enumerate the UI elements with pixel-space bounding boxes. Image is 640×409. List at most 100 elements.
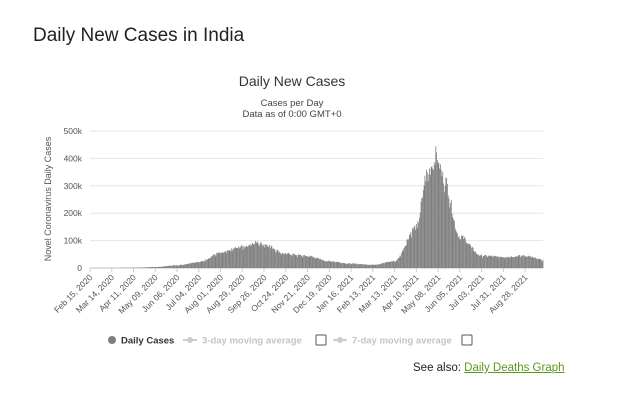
daily-cases-bar[interactable] xyxy=(503,257,504,268)
daily-cases-bar[interactable] xyxy=(273,248,274,268)
daily-cases-bar[interactable] xyxy=(282,253,283,268)
daily-cases-bar[interactable] xyxy=(324,262,325,268)
daily-cases-bar[interactable] xyxy=(254,244,255,268)
daily-cases-bar[interactable] xyxy=(330,262,331,268)
daily-cases-bar[interactable] xyxy=(146,267,147,268)
daily-cases-bar[interactable] xyxy=(497,257,498,268)
daily-cases-bar[interactable] xyxy=(184,264,185,268)
daily-cases-bar[interactable] xyxy=(159,267,160,268)
legend-item-3-day-average[interactable]: 3-day moving average xyxy=(202,336,302,347)
daily-cases-bar[interactable] xyxy=(326,261,327,268)
daily-cases-bar[interactable] xyxy=(323,261,324,268)
daily-cases-bar[interactable] xyxy=(540,259,541,268)
daily-cases-bar[interactable] xyxy=(286,254,287,268)
daily-cases-bar[interactable] xyxy=(223,253,224,268)
daily-cases-bar[interactable] xyxy=(431,167,432,268)
daily-cases-bar[interactable] xyxy=(174,265,175,268)
daily-cases-bar[interactable] xyxy=(482,258,483,268)
daily-cases-bar[interactable] xyxy=(363,264,364,268)
daily-cases-bar[interactable] xyxy=(237,248,238,268)
daily-cases-bar[interactable] xyxy=(529,257,530,268)
daily-cases-bar[interactable] xyxy=(355,264,356,268)
daily-cases-bar[interactable] xyxy=(459,236,460,268)
daily-cases-bar[interactable] xyxy=(375,265,376,268)
daily-cases-bar[interactable] xyxy=(474,252,475,268)
daily-cases-bar[interactable] xyxy=(377,265,378,268)
daily-cases-bar[interactable] xyxy=(490,255,491,268)
daily-cases-bar[interactable] xyxy=(320,259,321,268)
daily-cases-bar[interactable] xyxy=(484,256,485,268)
daily-cases-bar[interactable] xyxy=(211,257,212,268)
daily-cases-bar[interactable] xyxy=(487,257,488,268)
daily-cases-bar[interactable] xyxy=(227,250,228,268)
daily-cases-bar[interactable] xyxy=(414,227,415,268)
daily-cases-bar[interactable] xyxy=(325,261,326,268)
daily-cases-bar[interactable] xyxy=(536,258,537,268)
daily-cases-bar[interactable] xyxy=(187,264,188,268)
daily-cases-bar[interactable] xyxy=(512,257,513,268)
daily-cases-bar[interactable] xyxy=(310,256,311,268)
daily-cases-bar[interactable] xyxy=(196,262,197,268)
daily-cases-bar[interactable] xyxy=(174,265,175,268)
daily-cases-bar[interactable] xyxy=(226,253,227,268)
daily-cases-bar[interactable] xyxy=(301,256,302,268)
daily-cases-bar[interactable] xyxy=(156,267,157,268)
daily-cases-bar[interactable] xyxy=(321,260,322,268)
daily-cases-bar[interactable] xyxy=(519,255,520,268)
daily-cases-bar[interactable] xyxy=(451,200,452,268)
daily-cases-bar[interactable] xyxy=(369,265,370,268)
daily-cases-bar[interactable] xyxy=(392,261,393,268)
daily-cases-bar[interactable] xyxy=(530,256,531,268)
daily-cases-bar[interactable] xyxy=(361,264,362,268)
daily-cases-bar[interactable] xyxy=(473,251,474,268)
daily-cases-bar[interactable] xyxy=(456,230,457,268)
daily-cases-bar[interactable] xyxy=(526,257,527,268)
daily-cases-bar[interactable] xyxy=(304,255,305,268)
daily-cases-bar[interactable] xyxy=(505,257,506,268)
daily-cases-bar[interactable] xyxy=(339,262,340,268)
daily-cases-bar[interactable] xyxy=(397,259,398,268)
daily-cases-bar[interactable] xyxy=(267,245,268,268)
daily-cases-bar[interactable] xyxy=(393,261,394,268)
daily-cases-bar[interactable] xyxy=(283,253,284,268)
daily-cases-bar[interactable] xyxy=(399,258,400,268)
daily-cases-bar[interactable] xyxy=(322,260,323,268)
daily-cases-bar[interactable] xyxy=(483,256,484,268)
daily-cases-bar[interactable] xyxy=(161,267,162,268)
daily-cases-bar[interactable] xyxy=(207,260,208,268)
daily-cases-bar[interactable] xyxy=(222,253,223,268)
daily-cases-bar[interactable] xyxy=(258,244,259,268)
daily-cases-bar[interactable] xyxy=(393,261,394,268)
daily-cases-bar[interactable] xyxy=(298,254,299,268)
daily-cases-bar[interactable] xyxy=(320,259,321,268)
legend-item-7-day-average[interactable]: 7-day moving average xyxy=(352,336,452,347)
daily-cases-bar[interactable] xyxy=(239,248,240,268)
daily-cases-bar[interactable] xyxy=(299,255,300,268)
daily-cases-bar[interactable] xyxy=(536,259,537,268)
daily-deaths-graph-link[interactable]: Daily Deaths Graph xyxy=(464,362,564,374)
daily-cases-bar[interactable] xyxy=(362,264,363,268)
daily-cases-bar[interactable] xyxy=(269,245,270,268)
daily-cases-bar[interactable] xyxy=(214,255,215,268)
daily-cases-bar[interactable] xyxy=(230,251,231,268)
daily-cases-bar[interactable] xyxy=(445,186,446,268)
daily-cases-bar[interactable] xyxy=(449,199,450,268)
daily-cases-bar[interactable] xyxy=(189,263,190,268)
daily-cases-bar[interactable] xyxy=(252,243,253,268)
daily-cases-bar[interactable] xyxy=(302,255,303,268)
daily-cases-bar[interactable] xyxy=(542,261,543,268)
daily-cases-bar[interactable] xyxy=(295,255,296,268)
daily-cases-bar[interactable] xyxy=(278,250,279,268)
daily-cases-bar[interactable] xyxy=(365,264,366,268)
daily-cases-bar[interactable] xyxy=(243,246,244,268)
daily-cases-bar[interactable] xyxy=(444,192,445,268)
daily-cases-bar[interactable] xyxy=(429,168,430,268)
daily-cases-bar[interactable] xyxy=(250,244,251,268)
daily-cases-bar[interactable] xyxy=(423,190,424,268)
daily-cases-bar[interactable] xyxy=(351,264,352,268)
daily-cases-bar[interactable] xyxy=(193,263,194,268)
daily-cases-bar[interactable] xyxy=(458,237,459,268)
daily-cases-bar[interactable] xyxy=(470,246,471,268)
daily-cases-bar[interactable] xyxy=(181,265,182,268)
daily-cases-bar[interactable] xyxy=(151,267,152,268)
